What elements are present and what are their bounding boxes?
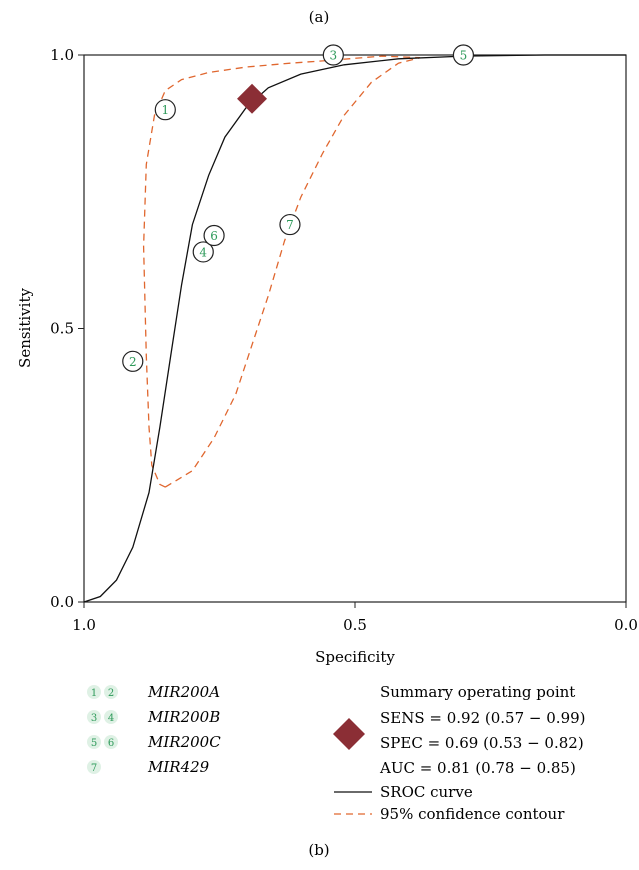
study-point-6: 6: [204, 226, 224, 246]
legend-number: 3: [91, 713, 97, 724]
legend-line-label: 95% confidence contour: [380, 805, 565, 823]
x-axis-label: Specificity: [315, 648, 395, 666]
legend-number: 7: [91, 763, 97, 774]
legend-line-label: SROC curve: [380, 783, 473, 801]
study-point-2: 2: [123, 351, 143, 371]
study-point-3: 3: [323, 45, 343, 65]
study-number: 4: [199, 245, 207, 259]
curves-layer: [84, 55, 626, 602]
figure-label-top: (a): [309, 8, 330, 26]
legend-number: 2: [108, 688, 114, 699]
legend-number: 1: [91, 688, 97, 699]
legend-group-label: MIR200C: [147, 733, 221, 751]
summary-sens: SENS = 0.92 (0.57 − 0.99): [380, 709, 586, 727]
study-number: 7: [286, 218, 294, 232]
study-number: 1: [161, 103, 169, 117]
summary-legend: Summary operating point SENS = 0.92 (0.5…: [333, 683, 586, 823]
y-tick-label: 0.5: [50, 320, 74, 338]
study-number: 3: [329, 49, 337, 63]
study-point-1: 1: [155, 100, 175, 120]
y-tick-label: 1.0: [50, 46, 74, 64]
study-point-7: 7: [280, 215, 300, 235]
x-tick-label: 0.0: [614, 616, 638, 634]
legend-group-label: MIR200B: [147, 708, 220, 726]
legend-number: 5: [91, 738, 97, 749]
figure-label-bottom: (b): [308, 841, 329, 859]
legend-summary-diamond: [333, 718, 365, 750]
study-point-5: 5: [453, 45, 473, 65]
legend-group-label: MIR429: [147, 758, 210, 776]
y-tick-label: 0.0: [50, 593, 74, 611]
summary-legend-title: Summary operating point: [380, 683, 575, 701]
x-tick-label: 0.5: [343, 616, 367, 634]
confidence-contour: [144, 56, 420, 487]
legend-number: 6: [108, 738, 114, 749]
axis-ticks: 1.0 0.5 0.0 0.0 0.5 1.0: [50, 46, 638, 634]
legend-group-label: MIR200A: [147, 683, 220, 701]
study-number: 5: [460, 49, 468, 63]
summary-point-diamond: [237, 84, 267, 114]
summary-auc: AUC = 0.81 (0.78 − 0.85): [379, 759, 576, 777]
legend-number: 4: [108, 713, 114, 724]
study-number: 2: [129, 355, 137, 369]
study-number: 6: [210, 229, 218, 243]
summary-spec: SPEC = 0.69 (0.53 − 0.82): [380, 734, 584, 752]
plot-frame: [84, 55, 626, 602]
sroc-curve: [84, 55, 626, 602]
group-legend: 1 2 MIR200A 3 4 MIR200B 5 6 MIR200C 7 MIR429: [87, 683, 221, 776]
y-axis-label: Sensitivity: [16, 288, 34, 368]
x-tick-label: 1.0: [72, 616, 96, 634]
